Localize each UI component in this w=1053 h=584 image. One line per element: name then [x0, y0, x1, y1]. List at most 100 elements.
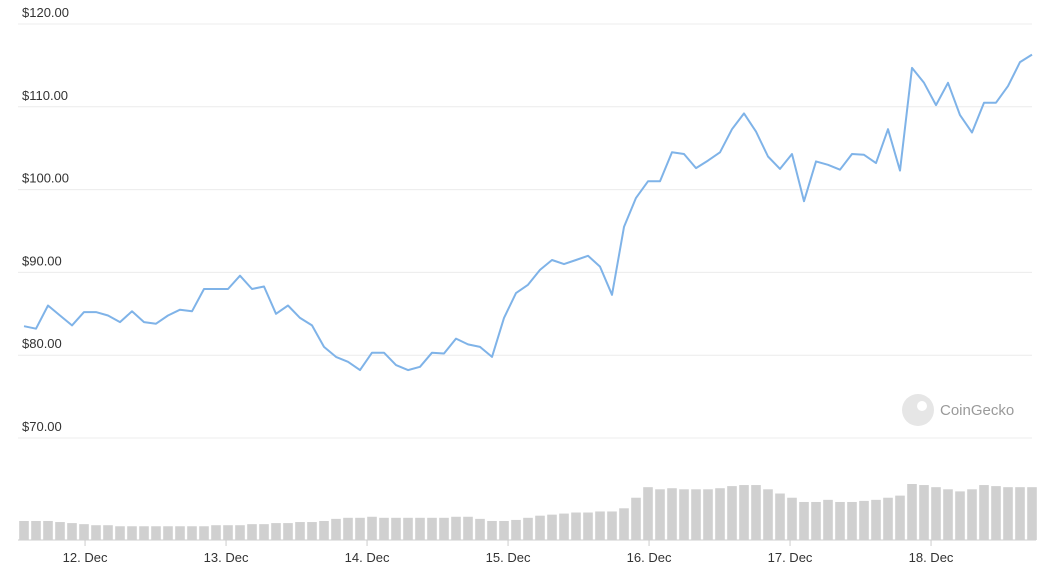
volume-bar [787, 497, 797, 540]
volume-bar [67, 523, 77, 540]
volume-bar [379, 517, 389, 540]
volume-bar [163, 526, 173, 540]
volume-bar [199, 526, 209, 540]
volume-bar [391, 517, 401, 540]
volume-bar [511, 519, 521, 540]
volume-bar [751, 485, 761, 540]
volume-bar [583, 512, 593, 540]
volume-bar [463, 516, 473, 540]
volume-bar [415, 517, 425, 540]
volume-bar [151, 526, 161, 540]
volume-bar [1015, 487, 1025, 540]
volume-bar [271, 523, 281, 540]
volume-bar [691, 489, 701, 540]
volume-bar [955, 491, 965, 540]
volume-bar [919, 485, 929, 540]
volume-bar [631, 497, 641, 540]
watermark-logo-eye [917, 401, 927, 411]
x-tick-label: 17. Dec [768, 550, 813, 565]
volume-bar [835, 501, 845, 540]
volume-bar [331, 518, 341, 540]
volume-bar [319, 520, 329, 540]
watermark-text: CoinGecko [940, 402, 1014, 419]
volume-bar [55, 522, 65, 540]
volume-bar [343, 517, 353, 540]
volume-bar [571, 512, 581, 540]
volume-bar [175, 526, 185, 540]
y-tick-label: $110.00 [22, 88, 68, 103]
x-tick-label: 16. Dec [627, 550, 672, 565]
y-tick-label: $90.00 [22, 253, 62, 268]
y-tick-label: $120.00 [22, 5, 69, 20]
volume-bar [739, 485, 749, 540]
volume-bar [871, 499, 881, 540]
volume-bar [727, 486, 737, 540]
volume-bar [547, 514, 557, 540]
volume-bar [451, 516, 461, 540]
volume-bar [559, 513, 569, 540]
volume-bar [655, 489, 665, 540]
volume-bar [283, 523, 293, 540]
volume-bar [715, 488, 725, 540]
volume-bar [115, 526, 125, 540]
x-tick-label: 14. Dec [345, 550, 390, 565]
volume-bar [595, 511, 605, 540]
plot: $70.00 $80.00 $90.00 $100.00 $110.00 $120.00 1… [18, 5, 1037, 565]
x-tick-label: 18. Dec [909, 550, 954, 565]
volume-bar [139, 526, 149, 540]
volume-bar [79, 524, 89, 540]
volume-bar [127, 526, 137, 540]
y-tick-label: $80.00 [22, 336, 62, 351]
volume-bar [355, 517, 365, 540]
volume-bar [499, 520, 509, 540]
volume-bar [259, 524, 269, 540]
volume-bar [91, 525, 101, 540]
volume-bar [607, 511, 617, 540]
x-tick-label: 15. Dec [486, 550, 531, 565]
volume-bar [247, 524, 257, 540]
volume-bar [223, 525, 233, 540]
volume-bar [943, 489, 953, 540]
volume-bar [1027, 487, 1037, 540]
watermark-logo [902, 394, 934, 426]
volume-bar [235, 525, 245, 540]
volume-bar [883, 497, 893, 540]
volume-bar [775, 493, 785, 540]
volume-bar [427, 517, 437, 540]
volume-bar [799, 501, 809, 540]
volume-bar [403, 517, 413, 540]
x-tick-label: 13. Dec [204, 550, 249, 565]
volume-bar [535, 515, 545, 540]
volume-bar [763, 489, 773, 540]
volume-bar [979, 485, 989, 540]
volume-bar [475, 518, 485, 540]
volume-bar [103, 525, 113, 540]
volume-bar [367, 516, 377, 540]
volume-bar [31, 520, 41, 540]
volume-bar [523, 517, 533, 540]
volume-bar [907, 484, 917, 540]
watermark: CoinGecko [902, 394, 1014, 426]
volume-bar [487, 520, 497, 540]
volume-bar [43, 520, 53, 540]
volume-bar [187, 526, 197, 540]
volume-bar [859, 500, 869, 540]
volume-bar [667, 488, 677, 540]
y-tick-label: $100.00 [22, 171, 69, 186]
volume-bar [703, 489, 713, 540]
volume-bar [967, 489, 977, 540]
volume-bar [295, 522, 305, 540]
volume-bar [307, 522, 317, 540]
volume-bar [679, 489, 689, 540]
volume-bar [439, 517, 449, 540]
volume-bar [847, 501, 857, 540]
volume-bar [619, 508, 629, 540]
price-line [23, 53, 1033, 372]
volume-bar [19, 520, 29, 540]
volume-bar [811, 501, 821, 540]
volume-bar [991, 486, 1001, 540]
volume-bar [931, 487, 941, 540]
x-tick-label: 12. Dec [63, 550, 108, 565]
y-tick-label: $70.00 [22, 419, 62, 434]
